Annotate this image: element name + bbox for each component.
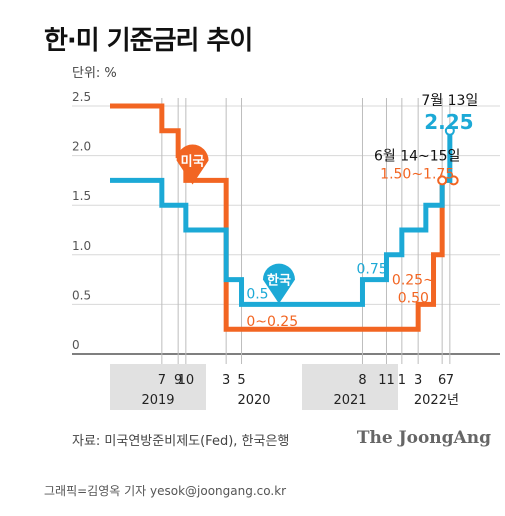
- month-tick-label: 10: [178, 373, 195, 388]
- month-tick-label: 9: [174, 373, 182, 388]
- korea-rate-line: [110, 130, 453, 307]
- korea-legend-label: 한국: [267, 273, 291, 289]
- june-marker: [437, 175, 448, 186]
- data-annotation: 1.50~1.75: [380, 166, 454, 182]
- source-note: 자료: 미국연방준비제도(Fed), 한국은행: [72, 434, 290, 449]
- year-label: 2022년: [414, 393, 459, 408]
- data-annotation: 0.75: [356, 262, 387, 278]
- chart-title: 한·미 기준금리 추이: [44, 26, 253, 56]
- y-tick-label: 0: [72, 338, 80, 352]
- us-legend-pin: [176, 144, 209, 185]
- month-tick-label: 1: [398, 373, 406, 388]
- month-tick-label: 5: [237, 373, 245, 388]
- year-label: 2019: [141, 393, 174, 408]
- month-tick-label: 6: [438, 373, 446, 388]
- y-tick-label: 0.5: [72, 288, 91, 302]
- year-label: 2020: [237, 393, 270, 408]
- korea-end-marker: [444, 125, 455, 136]
- year-label: 2021: [333, 393, 366, 408]
- y-tick-label: 2.5: [72, 90, 91, 104]
- data-annotation: 6월 14~15일: [374, 149, 460, 165]
- month-tick-label: 3: [414, 373, 422, 388]
- graphic-credit: 그래픽=김영옥 기자 yesok@joongang.co.kr: [44, 484, 287, 498]
- y-tick-label: 2.0: [72, 140, 91, 154]
- month-tick-label: 8: [358, 373, 366, 388]
- us-legend-label: 미국: [181, 154, 205, 170]
- data-annotation: 2.25: [424, 110, 473, 134]
- month-tick-label: 7: [158, 373, 166, 388]
- data-annotation: 0.25~: [392, 273, 435, 289]
- brand-logo: The JoongAng: [356, 428, 491, 448]
- korea-legend-pin: [262, 263, 295, 304]
- month-tick-label: 7: [446, 373, 454, 388]
- year-band: [302, 364, 398, 410]
- unit-label: 단위: %: [72, 66, 117, 81]
- y-tick-label: 1.5: [72, 189, 91, 203]
- data-annotation: 0.50: [398, 290, 429, 306]
- month-tick-label: 3: [222, 373, 230, 388]
- year-band: [110, 364, 206, 410]
- month-tick-label: 11: [378, 373, 395, 388]
- data-annotation: 7월 13일: [421, 93, 478, 109]
- data-annotation: 0.5: [246, 286, 268, 302]
- data-annotation: 0~0.25: [246, 314, 298, 330]
- y-tick-label: 1.0: [72, 239, 91, 253]
